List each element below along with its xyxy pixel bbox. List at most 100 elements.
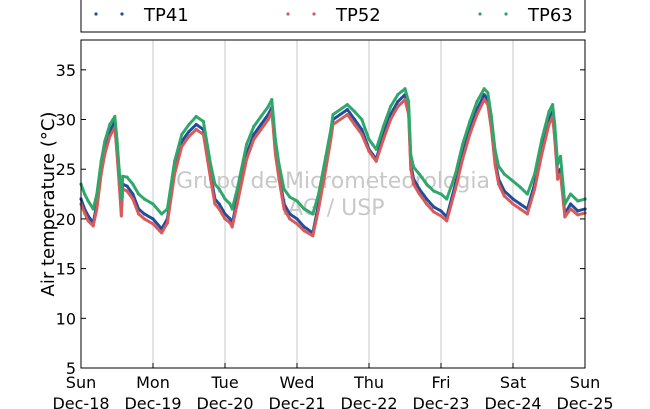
trace-TP41: [438, 208, 442, 212]
trace-TP63: [582, 197, 586, 201]
x-tick-label-day-1: Mon: [136, 373, 170, 392]
trace-TP63: [277, 161, 281, 165]
trace-TP52: [359, 131, 363, 135]
trace-TP63: [287, 194, 291, 198]
x-tick-label-date-2: Dec-20: [196, 394, 253, 409]
trace-TP41: [352, 116, 356, 120]
trace-TP52: [517, 206, 521, 210]
x-tick-label-day-3: Wed: [280, 373, 315, 392]
trace-TP63: [115, 136, 119, 140]
trace-TP63: [235, 189, 239, 193]
trace-TP63: [540, 139, 544, 143]
trace-TP63: [222, 196, 226, 200]
trace-TP63: [150, 201, 154, 205]
trace-TP52: [82, 209, 86, 213]
trace-TP63: [172, 161, 176, 165]
trace-TP52: [86, 218, 90, 222]
trace-TP52: [460, 159, 464, 163]
watermark-line-2: IAG / USP: [282, 196, 385, 221]
trace-TP41: [200, 127, 204, 131]
y-tick-label-30: 30: [56, 111, 76, 130]
trace-TP52: [417, 191, 421, 195]
trace-TP52: [103, 154, 106, 158]
trace-TP63: [409, 151, 413, 155]
trace-TP63: [395, 94, 399, 98]
y-tick-label-5: 5: [66, 359, 76, 378]
trace-TP52: [193, 128, 197, 132]
x-tick-label-date-4: Dec-22: [340, 394, 397, 409]
trace-TP63: [344, 103, 348, 107]
data-series: [79, 87, 587, 238]
trace-TP41: [216, 201, 220, 205]
trace-TP41: [395, 101, 399, 105]
trace-TP52: [227, 220, 231, 224]
trace-TP63: [208, 161, 212, 165]
trace-TP52: [532, 188, 536, 192]
y-tick-label-20: 20: [56, 210, 76, 229]
trace-TP63: [99, 161, 103, 165]
y-tick-label-15: 15: [56, 260, 76, 279]
trace-TP52: [467, 134, 471, 138]
trace-TP52: [510, 201, 514, 205]
x-tick-label-date-3: Dec-21: [268, 394, 325, 409]
trace-TP52: [575, 212, 579, 216]
trace-TP52: [294, 221, 298, 225]
trace-TP63: [575, 198, 579, 202]
legend-marker-TP52: [312, 12, 316, 16]
trace-TP52: [265, 119, 269, 123]
legend-label-TP52: TP52: [335, 5, 381, 26]
trace-TP52: [244, 159, 248, 163]
trace-TP63: [367, 136, 371, 140]
legend-marker-TP41: [94, 12, 98, 16]
trace-TP52: [141, 216, 145, 220]
trace-TP63: [416, 171, 420, 175]
legend-box: [80, 0, 586, 33]
trace-TP63: [251, 126, 255, 130]
trace-TP52: [213, 201, 217, 205]
x-tick-label-date-1: Dec-19: [124, 394, 181, 409]
trace-TP41: [510, 196, 514, 200]
x-tick-label-day-5: Fri: [431, 373, 450, 392]
x-tick-label-day-0: Sun: [66, 373, 96, 392]
legend-marker-TP63: [504, 12, 508, 16]
trace-TP52: [208, 176, 212, 180]
trace-TP63: [124, 175, 128, 179]
trace-TP63: [406, 98, 410, 102]
y-tick-label-35: 35: [56, 61, 76, 80]
trace-TP52: [431, 209, 435, 213]
trace-TP63: [331, 114, 335, 118]
trace-TP63: [213, 181, 217, 185]
trace-TP52: [200, 132, 204, 136]
trace-TP52: [222, 216, 226, 220]
trace-TP41: [424, 196, 428, 200]
trace-TP52: [130, 196, 134, 200]
trace-TP41: [294, 216, 298, 220]
trace-TP63: [85, 198, 89, 202]
trace-TP52: [485, 101, 489, 105]
plot-area-frame: [80, 39, 586, 369]
trace-TP63: [547, 111, 551, 115]
x-tick-label-date-6: Dec-24: [484, 394, 541, 409]
trace-TP63: [273, 136, 277, 140]
trace-TP52: [453, 188, 457, 192]
trace-TP41: [141, 211, 145, 215]
trace-TP63: [227, 201, 231, 205]
trace-TP63: [82, 191, 86, 195]
trace-TP63: [159, 211, 163, 215]
trace-TP63: [359, 116, 363, 120]
trace-TP52: [493, 161, 497, 165]
trace-TP52: [258, 129, 262, 133]
trace-TP52: [316, 208, 320, 212]
trace-TP63: [294, 198, 298, 202]
trace-TP52: [107, 136, 111, 140]
trace-TP63: [438, 191, 442, 195]
trace-TP63: [179, 134, 183, 138]
trace-TP52: [370, 153, 374, 157]
x-tick-label-day-4: Thu: [353, 373, 384, 392]
trace-TP63: [265, 106, 269, 110]
trace-TP52: [582, 211, 586, 215]
trace-TP41: [517, 201, 521, 205]
trace-TP52: [395, 106, 399, 110]
trace-TP63: [431, 188, 435, 192]
legend-marker-TP63: [478, 12, 482, 16]
